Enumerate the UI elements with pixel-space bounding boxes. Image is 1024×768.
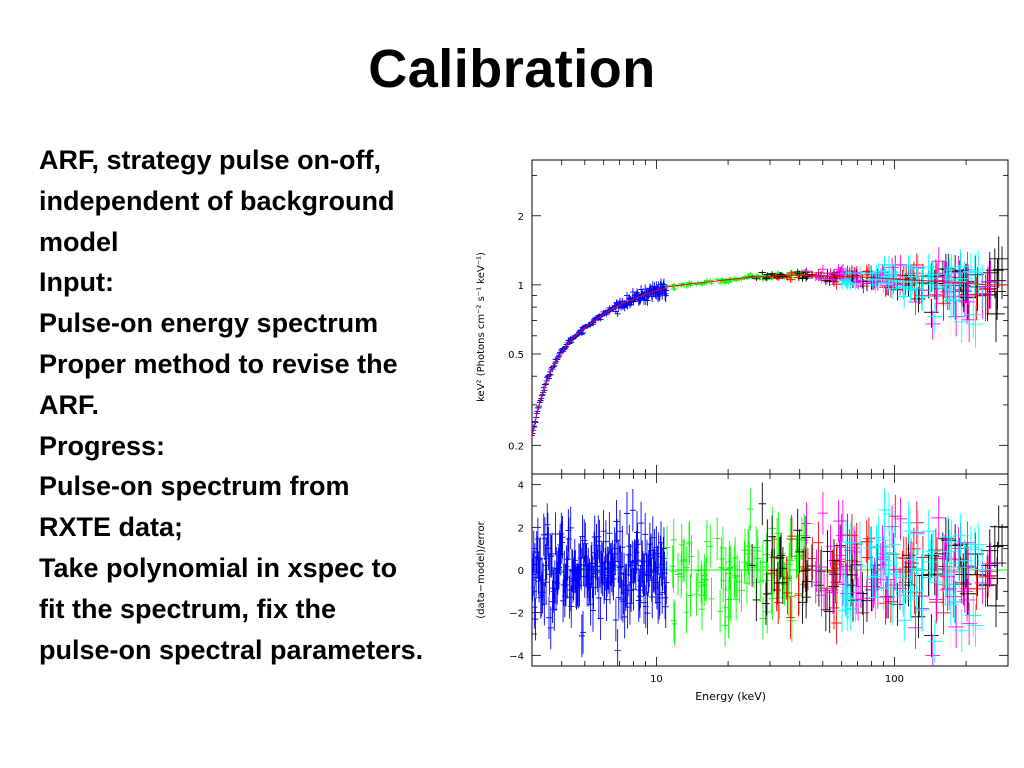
text-line: fit the spectrum, fix the bbox=[39, 593, 337, 624]
text-line: RXTE data; bbox=[39, 512, 184, 543]
text-line: ARF. bbox=[39, 389, 99, 420]
text-line: Input: bbox=[39, 267, 114, 298]
spectrum-panel: 0.2 0.5 1 2 keV² (Photons cm⁻² s⁻¹ keV⁻¹) bbox=[476, 159, 1009, 475]
y-tick-label: 0 bbox=[518, 566, 524, 577]
y-axis-label: (data−model)/error bbox=[476, 520, 487, 618]
text-line: model bbox=[39, 226, 119, 257]
y-tick-label: 0.5 bbox=[508, 350, 524, 361]
text-line: independent of background bbox=[39, 185, 395, 216]
text-line: ARF, strategy pulse on-off, bbox=[39, 145, 382, 175]
text-line: pulse-on spectral parameters. bbox=[39, 634, 424, 665]
text-line: Progress: bbox=[39, 430, 166, 461]
text-line: Proper method to revise the bbox=[39, 348, 398, 379]
slide-title: Calibration bbox=[368, 39, 656, 99]
bullet-text: ARF, strategy pulse on-off, independent … bbox=[39, 140, 479, 670]
spectrum-data bbox=[532, 236, 1008, 438]
residual-data bbox=[532, 482, 1008, 666]
y-tick-label: 2 bbox=[518, 212, 524, 223]
x-tick-label: 100 bbox=[885, 674, 904, 685]
y-tick-label: −2 bbox=[509, 609, 524, 620]
y-tick-label: −4 bbox=[509, 651, 524, 662]
y-tick-label: 2 bbox=[518, 523, 524, 534]
y-tick-label: 1 bbox=[518, 281, 524, 292]
text-line: Take polynomial in xspec to bbox=[39, 552, 398, 583]
spectrum-chart: 0.2 0.5 1 2 keV² (Photons cm⁻² s⁻¹ keV⁻¹) −4… bbox=[476, 159, 1009, 703]
text-line: Pulse-on spectrum from bbox=[39, 471, 350, 502]
residual-panel: −4 −2 0 2 4 10 100 Energy (keV) (data−model)/err… bbox=[476, 473, 1009, 703]
x-tick-label: 10 bbox=[650, 674, 663, 685]
model-curve bbox=[532, 274, 1008, 436]
x-axis-label: Energy (keV) bbox=[695, 690, 766, 703]
y-axis-label: keV² (Photons cm⁻² s⁻¹ keV⁻¹) bbox=[476, 252, 487, 402]
text-line: Pulse-on energy spectrum bbox=[39, 308, 379, 339]
y-tick-label: 4 bbox=[518, 481, 524, 492]
y-tick-label: 0.2 bbox=[508, 441, 524, 452]
